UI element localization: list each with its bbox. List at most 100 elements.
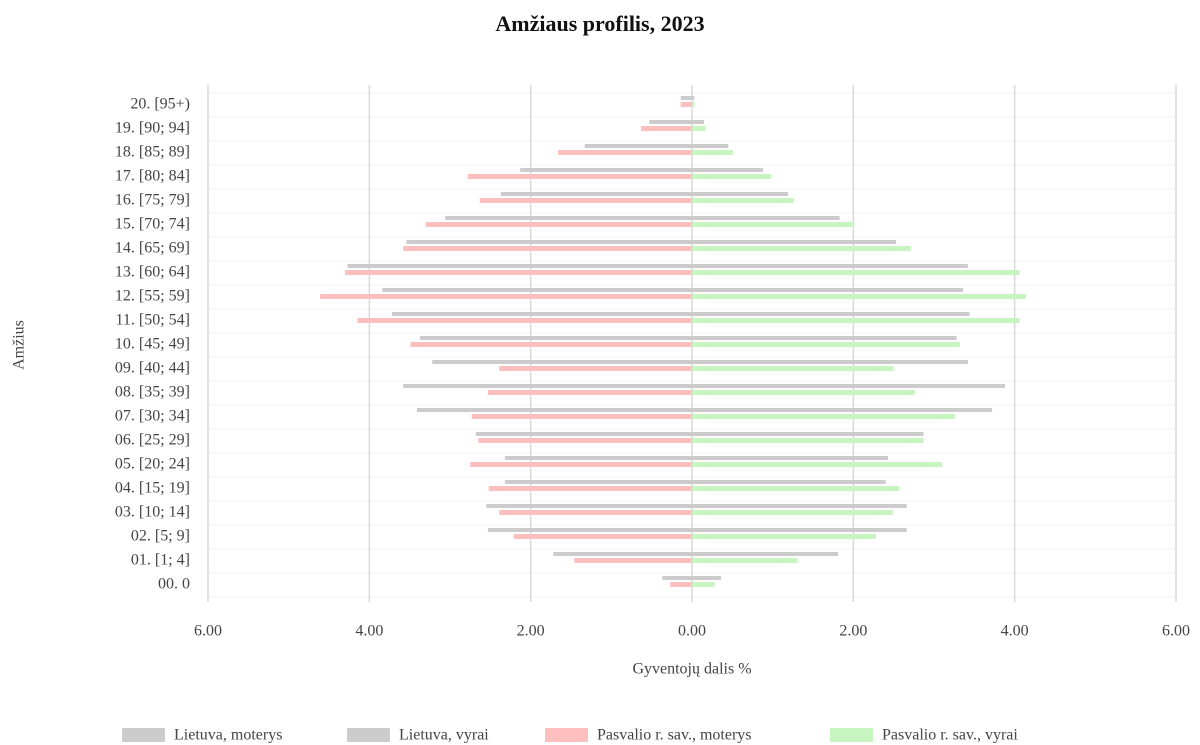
legend-swatch — [545, 728, 588, 742]
bar — [692, 552, 839, 556]
bar — [504, 480, 692, 484]
bar — [692, 408, 993, 412]
bar — [692, 432, 924, 436]
bar — [692, 288, 964, 292]
bar — [574, 558, 692, 563]
y-tick-label: 14. [65; 69] — [115, 240, 190, 257]
bar — [680, 102, 692, 107]
bar — [692, 246, 911, 251]
bar — [692, 456, 889, 460]
y-tick-label: 10. [45; 49] — [115, 336, 190, 353]
bar — [641, 126, 692, 131]
bar — [692, 150, 734, 155]
y-tick-label: 13. [60; 64] — [115, 264, 190, 281]
bar — [680, 96, 692, 100]
bar — [403, 246, 692, 251]
y-tick-label: 18. [85; 89] — [115, 144, 190, 161]
chart-title: Amžiaus profilis, 2023 — [495, 11, 704, 36]
bar — [692, 504, 907, 508]
bar — [499, 366, 692, 371]
bar — [445, 216, 692, 220]
bar — [692, 576, 722, 580]
bar — [513, 534, 692, 539]
bar — [692, 294, 1026, 299]
bar — [692, 336, 957, 340]
y-tick-label: 02. [5; 9] — [131, 528, 190, 545]
bar — [692, 168, 763, 172]
bar — [670, 582, 692, 587]
bar — [345, 270, 692, 275]
bar — [692, 96, 695, 100]
bar — [692, 174, 772, 179]
bar — [692, 144, 729, 148]
bar — [692, 480, 886, 484]
bar — [500, 192, 692, 196]
x-tick-label: 4.00 — [355, 623, 383, 640]
x-tick-label: 6.00 — [1162, 623, 1190, 640]
bar — [692, 192, 788, 196]
bar — [406, 240, 692, 244]
bar — [553, 552, 692, 556]
bar — [692, 534, 876, 539]
y-axis-label: Amžius — [11, 320, 28, 370]
bar — [432, 360, 692, 364]
bar — [416, 408, 692, 412]
legend-label: Lietuva, vyrai — [399, 727, 489, 744]
bar — [504, 456, 692, 460]
legend-label: Pasvalio r. sav., vyrai — [882, 727, 1018, 744]
bar — [425, 222, 692, 227]
y-tick-label: 03. [10; 14] — [115, 504, 190, 521]
y-tick-label: 06. [25; 29] — [115, 432, 190, 449]
y-tick-label: 04. [15; 19] — [115, 480, 190, 497]
bar — [692, 102, 695, 107]
bar — [692, 384, 1005, 388]
bar — [467, 174, 692, 179]
x-tick-label: 4.00 — [1001, 623, 1029, 640]
legend-swatch — [347, 728, 390, 742]
bar — [479, 198, 692, 203]
bar — [692, 120, 705, 124]
bar — [692, 582, 715, 587]
x-tick-label: 6.00 — [194, 623, 222, 640]
y-tick-label: 17. [80; 84] — [115, 168, 190, 185]
x-tick-label: 2.00 — [517, 623, 545, 640]
bar — [320, 294, 692, 299]
y-tick-label: 01. [1; 4] — [131, 552, 190, 569]
bar — [692, 216, 840, 220]
y-tick-label: 11. [50; 54] — [115, 312, 190, 329]
bar — [520, 168, 692, 172]
bar — [692, 222, 855, 227]
y-tick-label: 16. [75; 79] — [115, 192, 190, 209]
bar — [692, 558, 798, 563]
y-tick-label: 09. [40; 44] — [115, 360, 190, 377]
bar — [558, 150, 692, 155]
legend-swatch — [122, 728, 165, 742]
y-tick-label: 19. [90; 94] — [115, 120, 190, 137]
bar — [692, 126, 706, 131]
bar — [692, 486, 900, 491]
legend-label: Lietuva, moterys — [174, 727, 282, 744]
bar — [584, 144, 692, 148]
y-tick-label: 08. [35; 39] — [115, 384, 190, 401]
bar — [475, 432, 692, 436]
bar — [692, 510, 893, 515]
x-tick-label: 0.00 — [678, 623, 706, 640]
x-tick-label: 2.00 — [839, 623, 867, 640]
bar — [391, 312, 692, 316]
bar — [478, 438, 692, 443]
bar — [488, 486, 692, 491]
bar — [357, 318, 692, 323]
bar — [410, 342, 692, 347]
bar — [692, 264, 968, 268]
bar — [403, 384, 692, 388]
bar — [692, 366, 894, 371]
bar — [692, 390, 915, 395]
bar — [692, 318, 1020, 323]
y-tick-label: 07. [30; 34] — [115, 408, 190, 425]
y-tick-label: 12. [55; 59] — [115, 288, 190, 305]
bar — [692, 342, 960, 347]
bar — [692, 312, 970, 316]
bar — [649, 120, 692, 124]
bar — [382, 288, 692, 292]
